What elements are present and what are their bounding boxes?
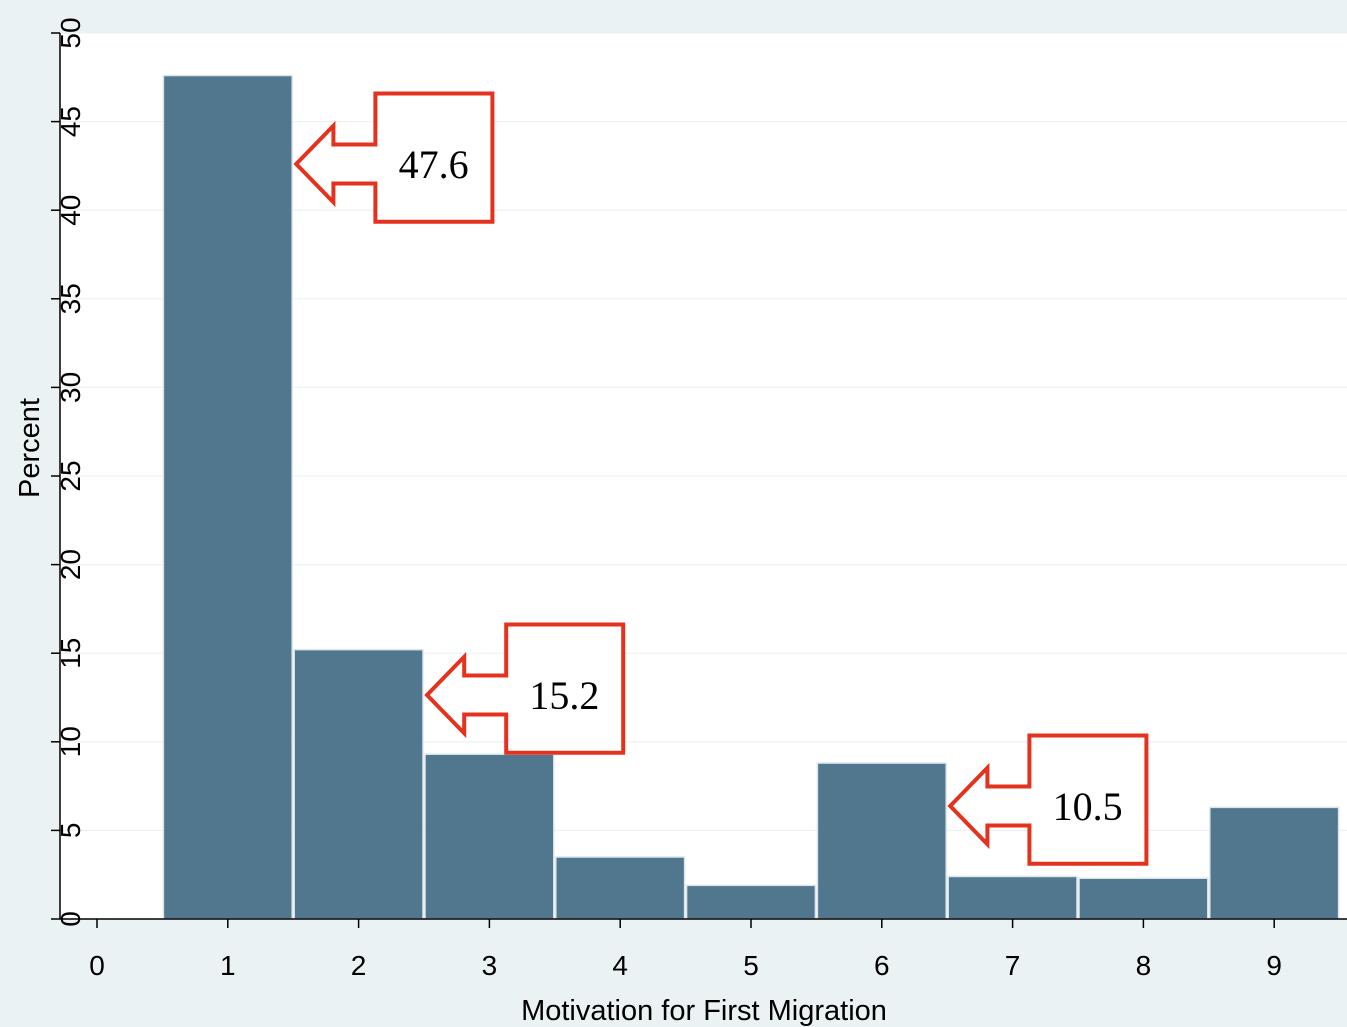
x-tick-label: 1 [220, 950, 236, 981]
callout-arrow [947, 733, 1149, 866]
y-tick-label: 40 [55, 195, 86, 226]
callout-label: 47.6 [399, 142, 469, 187]
bar [816, 762, 947, 920]
x-tick-label: 7 [1005, 950, 1021, 981]
x-tick-label: 6 [874, 950, 890, 981]
y-tick-label: 10 [55, 726, 86, 757]
x-tick-label: 3 [482, 950, 498, 981]
x-tick-label: 4 [612, 950, 628, 981]
y-tick-label: 30 [55, 372, 86, 403]
callout-arrow [424, 622, 626, 755]
callout-label: 15.2 [529, 673, 599, 718]
bar [424, 753, 555, 920]
bar [947, 875, 1078, 920]
y-tick-label: 5 [55, 823, 86, 839]
x-axis-title: Motivation for First Migration [521, 995, 887, 1027]
bars [162, 74, 1340, 920]
bar [1209, 806, 1340, 920]
bar [685, 884, 817, 920]
x-tick-label: 5 [743, 950, 759, 981]
bar [555, 856, 686, 920]
callout-arrow [293, 91, 495, 224]
y-tick-label: 35 [55, 283, 86, 314]
bar [293, 648, 424, 920]
y-tick-label: 20 [55, 549, 86, 580]
bar [1078, 877, 1209, 920]
x-tick-label: 9 [1266, 950, 1282, 981]
x-tick-label: 8 [1136, 950, 1152, 981]
callouts: 47.6 15.2 10.5 [293, 91, 1149, 866]
y-tick-label: 25 [55, 460, 86, 491]
y-tick-label: 15 [55, 638, 86, 669]
callout-label: 10.5 [1053, 784, 1123, 829]
y-tick-label: 45 [55, 106, 86, 137]
x-tick-label: 2 [351, 950, 367, 981]
bar [162, 74, 293, 920]
y-tick-label: 0 [55, 911, 86, 927]
y-axis-title: Percent [14, 398, 46, 498]
x-tick-label: 0 [89, 950, 105, 981]
y-tick-label: 50 [55, 17, 86, 48]
